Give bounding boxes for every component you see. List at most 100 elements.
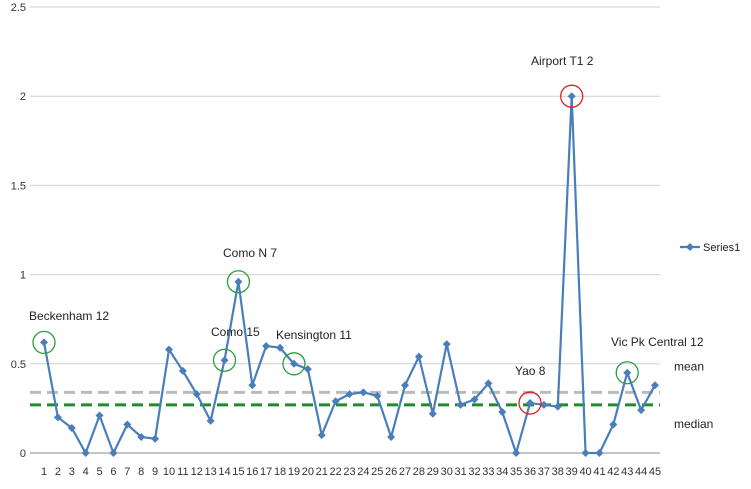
x-tick-label: 11 xyxy=(177,466,188,478)
y-tick-label: 0.5 xyxy=(11,359,26,371)
data-point xyxy=(539,400,548,409)
legend-label: Series1 xyxy=(703,242,740,254)
x-tick-label: 39 xyxy=(566,466,578,478)
x-tick-label: 5 xyxy=(96,466,102,478)
data-point xyxy=(276,343,285,352)
x-tick-label: 3 xyxy=(69,466,75,478)
x-tick-label: 16 xyxy=(246,466,258,478)
mean-label: mean xyxy=(674,359,704,373)
data-point xyxy=(303,365,312,374)
x-tick-label: 14 xyxy=(218,466,230,478)
data-point xyxy=(151,434,160,443)
x-tick-label: 42 xyxy=(607,466,619,478)
data-point xyxy=(206,416,215,425)
x-tick-label: 37 xyxy=(538,466,550,478)
x-axis-tick-labels: 1 2 3 4 5 6 7 8 9 10 11 12 13 14 15 16 17 18 19 20 21 22 23 24 2… xyxy=(41,466,661,478)
x-tick-label: 12 xyxy=(191,466,203,478)
x-tick-label: 36 xyxy=(524,466,536,478)
series-group xyxy=(40,92,659,457)
x-tick-label: 32 xyxy=(468,466,480,478)
x-tick-label: 19 xyxy=(288,466,300,478)
data-point xyxy=(651,381,659,390)
x-tick-label: 45 xyxy=(649,466,661,478)
data-point xyxy=(345,390,354,399)
x-tick-label: 20 xyxy=(302,466,314,478)
annotation-label: Yao 8 xyxy=(515,364,546,378)
x-tick-label: 35 xyxy=(510,466,522,478)
x-tick-label: 4 xyxy=(83,466,89,478)
x-tick-label: 26 xyxy=(385,466,397,478)
x-tick-label: 25 xyxy=(371,466,383,478)
x-tick-label: 17 xyxy=(260,466,272,478)
data-point xyxy=(401,381,410,390)
data-point xyxy=(609,420,618,429)
x-tick-label: 13 xyxy=(205,466,217,478)
median-label: median xyxy=(674,417,713,431)
highlight-circle xyxy=(32,330,56,355)
data-point xyxy=(512,449,521,457)
highlight-circle xyxy=(518,391,542,415)
x-tick-label: 38 xyxy=(552,466,564,478)
x-tick-label: 29 xyxy=(427,466,439,478)
data-point xyxy=(248,381,257,390)
x-tick-label: 40 xyxy=(579,466,591,478)
highlight-circle xyxy=(560,84,584,108)
data-point xyxy=(81,449,90,457)
x-tick-label: 34 xyxy=(496,466,508,478)
data-point xyxy=(164,345,173,354)
data-point xyxy=(262,341,271,350)
x-tick-label: 43 xyxy=(621,466,633,478)
x-tick-label: 30 xyxy=(441,466,453,478)
data-point xyxy=(317,431,326,440)
annotations: Beckenham 12 Como 15 Como N 7 Kensington 11… xyxy=(29,54,704,415)
data-point xyxy=(414,352,423,361)
x-tick-label: 7 xyxy=(124,466,130,478)
x-tick-label: 18 xyxy=(274,466,286,478)
data-point xyxy=(526,399,535,408)
x-tick-label: 33 xyxy=(482,466,494,478)
annotation-label: Kensington 11 xyxy=(276,328,352,342)
x-tick-label: 41 xyxy=(593,466,605,478)
data-point xyxy=(387,432,396,441)
data-point xyxy=(428,409,437,418)
x-tick-label: 1 xyxy=(41,466,47,478)
data-point xyxy=(359,388,368,397)
data-point xyxy=(553,402,562,411)
x-tick-label: 44 xyxy=(635,466,647,478)
x-tick-label: 24 xyxy=(357,466,369,478)
data-point xyxy=(289,359,298,368)
x-tick-label: 31 xyxy=(454,466,466,478)
annotation-label: Airport T1 2 xyxy=(531,54,594,68)
annotation-label: Beckenham 12 xyxy=(29,309,109,323)
highlight-circle xyxy=(212,348,237,372)
y-tick-label: 1 xyxy=(20,270,26,282)
x-tick-label: 15 xyxy=(232,466,244,478)
data-point xyxy=(192,390,201,399)
data-point xyxy=(178,366,187,375)
x-tick-label: 21 xyxy=(316,466,328,478)
data-point xyxy=(331,397,340,406)
data-point xyxy=(595,449,604,457)
data-point xyxy=(220,356,229,365)
annotation-label: Como 15 xyxy=(211,325,260,339)
gridlines xyxy=(30,6,660,365)
data-point xyxy=(95,411,104,420)
data-point xyxy=(456,400,465,409)
y-tick-label: 0 xyxy=(20,448,26,460)
data-point xyxy=(484,379,493,388)
y-tick-label: 1.5 xyxy=(11,180,26,192)
data-point xyxy=(53,413,62,422)
data-point xyxy=(109,449,118,457)
y-tick-label: 2 xyxy=(20,91,26,103)
x-tick-label: 9 xyxy=(152,466,158,478)
reference-lines: mean median xyxy=(30,359,713,431)
data-point xyxy=(40,338,48,347)
data-point xyxy=(442,340,451,349)
data-point xyxy=(67,424,76,433)
data-point xyxy=(567,92,576,101)
annotation-label: Vic Pk Central 12 xyxy=(611,335,704,349)
highlight-circle xyxy=(615,361,639,385)
x-tick-label: 6 xyxy=(110,466,116,478)
legend: Series1 xyxy=(680,242,740,254)
annotation-label: Como N 7 xyxy=(223,246,277,260)
